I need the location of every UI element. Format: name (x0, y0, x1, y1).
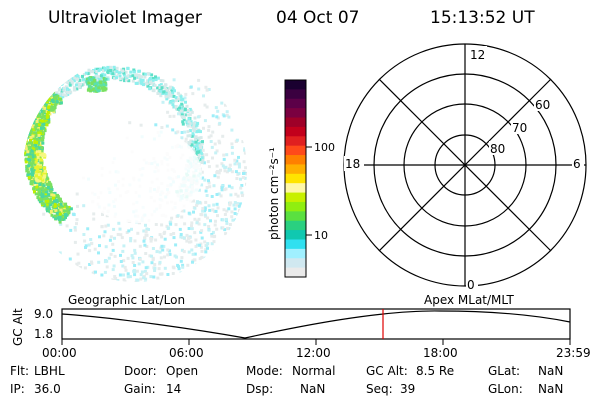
colorbar-segment (285, 192, 306, 203)
instrument-title: Ultraviolet Imager (48, 8, 202, 28)
gain-value: 14 (166, 382, 182, 396)
flt-value: LBHL (34, 364, 65, 378)
glat-label: GLat: (488, 364, 521, 378)
seq-value: 39 (400, 382, 416, 396)
timeline-left-label: Geographic Lat/Lon (68, 293, 185, 307)
colorbar-frame (284, 79, 307, 278)
colorbar-unit-label: photon cm⁻²s⁻¹ (267, 147, 281, 240)
mlt-label-6: 6 (573, 157, 581, 171)
colorbar-segment (285, 230, 306, 241)
lat-label-70: 70 (512, 121, 527, 135)
colorbar-segment (285, 136, 306, 147)
colorbar-segment (285, 220, 306, 231)
date-label: 04 Oct 07 (276, 8, 360, 28)
timeline-ticks (61, 339, 571, 345)
door-label: Door: (124, 364, 157, 378)
timeline-xtick-2359: 23:59 (556, 346, 591, 360)
gain-label: Gain: (124, 382, 156, 396)
polar-grid (343, 43, 587, 287)
gcalt-value: 8.5 Re (416, 364, 455, 378)
mlt-label-18: 18 (345, 157, 360, 171)
gcalt-label: GC Alt: (366, 364, 408, 378)
colorbar-segment (285, 239, 306, 250)
ip-label: IP: (10, 382, 25, 396)
seq-label: Seq: (366, 382, 393, 396)
colorbar (285, 80, 306, 278)
colorbar-segment (285, 108, 306, 119)
timeline-right-label: Apex MLat/MLT (424, 293, 514, 307)
mlt-label-12: 12 (470, 48, 485, 62)
colorbar-segment (285, 117, 306, 128)
mode-label: Mode: (246, 364, 283, 378)
glon-value: NaN (538, 382, 564, 396)
timeline-xtick-1800: 18:00 (423, 346, 458, 360)
mlt-label-0: 0 (467, 278, 475, 292)
colorbar-segment (285, 155, 306, 166)
colorbar-segment (285, 258, 306, 269)
colorbar-segment (285, 211, 306, 222)
timeline-xtick-0000: 00:00 (42, 346, 77, 360)
timeline-xtick-1200: 12:00 (296, 346, 331, 360)
colorbar-segment (285, 201, 306, 212)
altitude-curve (61, 310, 571, 339)
dsp-value: NaN (300, 382, 326, 396)
colorbar-segment (285, 126, 306, 137)
door-value: Open (166, 364, 199, 378)
mode-value: Normal (292, 364, 336, 378)
flt-label: Flt: (10, 364, 29, 378)
time-label: 15:13:52 UT (430, 8, 535, 28)
timeline-ytick-9: 9.0 (34, 307, 53, 321)
colorbar-segment (285, 98, 306, 109)
glat-value: NaN (538, 364, 564, 378)
lat-label-80: 80 (490, 142, 505, 156)
colorbar-tick-label-100: 100 (314, 141, 335, 154)
timeline-xtick-0600: 06:00 (169, 346, 204, 360)
colorbar-segment (285, 89, 306, 100)
dsp-label: Dsp: (246, 382, 274, 396)
colorbar-segment (285, 173, 306, 184)
timeline-ytick-1.8: 1.8 (34, 327, 53, 341)
colorbar-tick-label-10: 10 (314, 229, 328, 242)
colorbar-segment (285, 183, 306, 194)
ip-value: 36.0 (34, 382, 61, 396)
colorbar-segment (285, 164, 306, 175)
glon-label: GLon: (488, 382, 523, 396)
colorbar-segment (285, 80, 306, 90)
colorbar-segment (285, 248, 306, 259)
colorbar-segment (285, 267, 306, 278)
lat-label-60: 60 (535, 98, 550, 112)
colorbar-segment (285, 145, 306, 156)
timeline-axis-label: GC Alt (11, 308, 25, 346)
